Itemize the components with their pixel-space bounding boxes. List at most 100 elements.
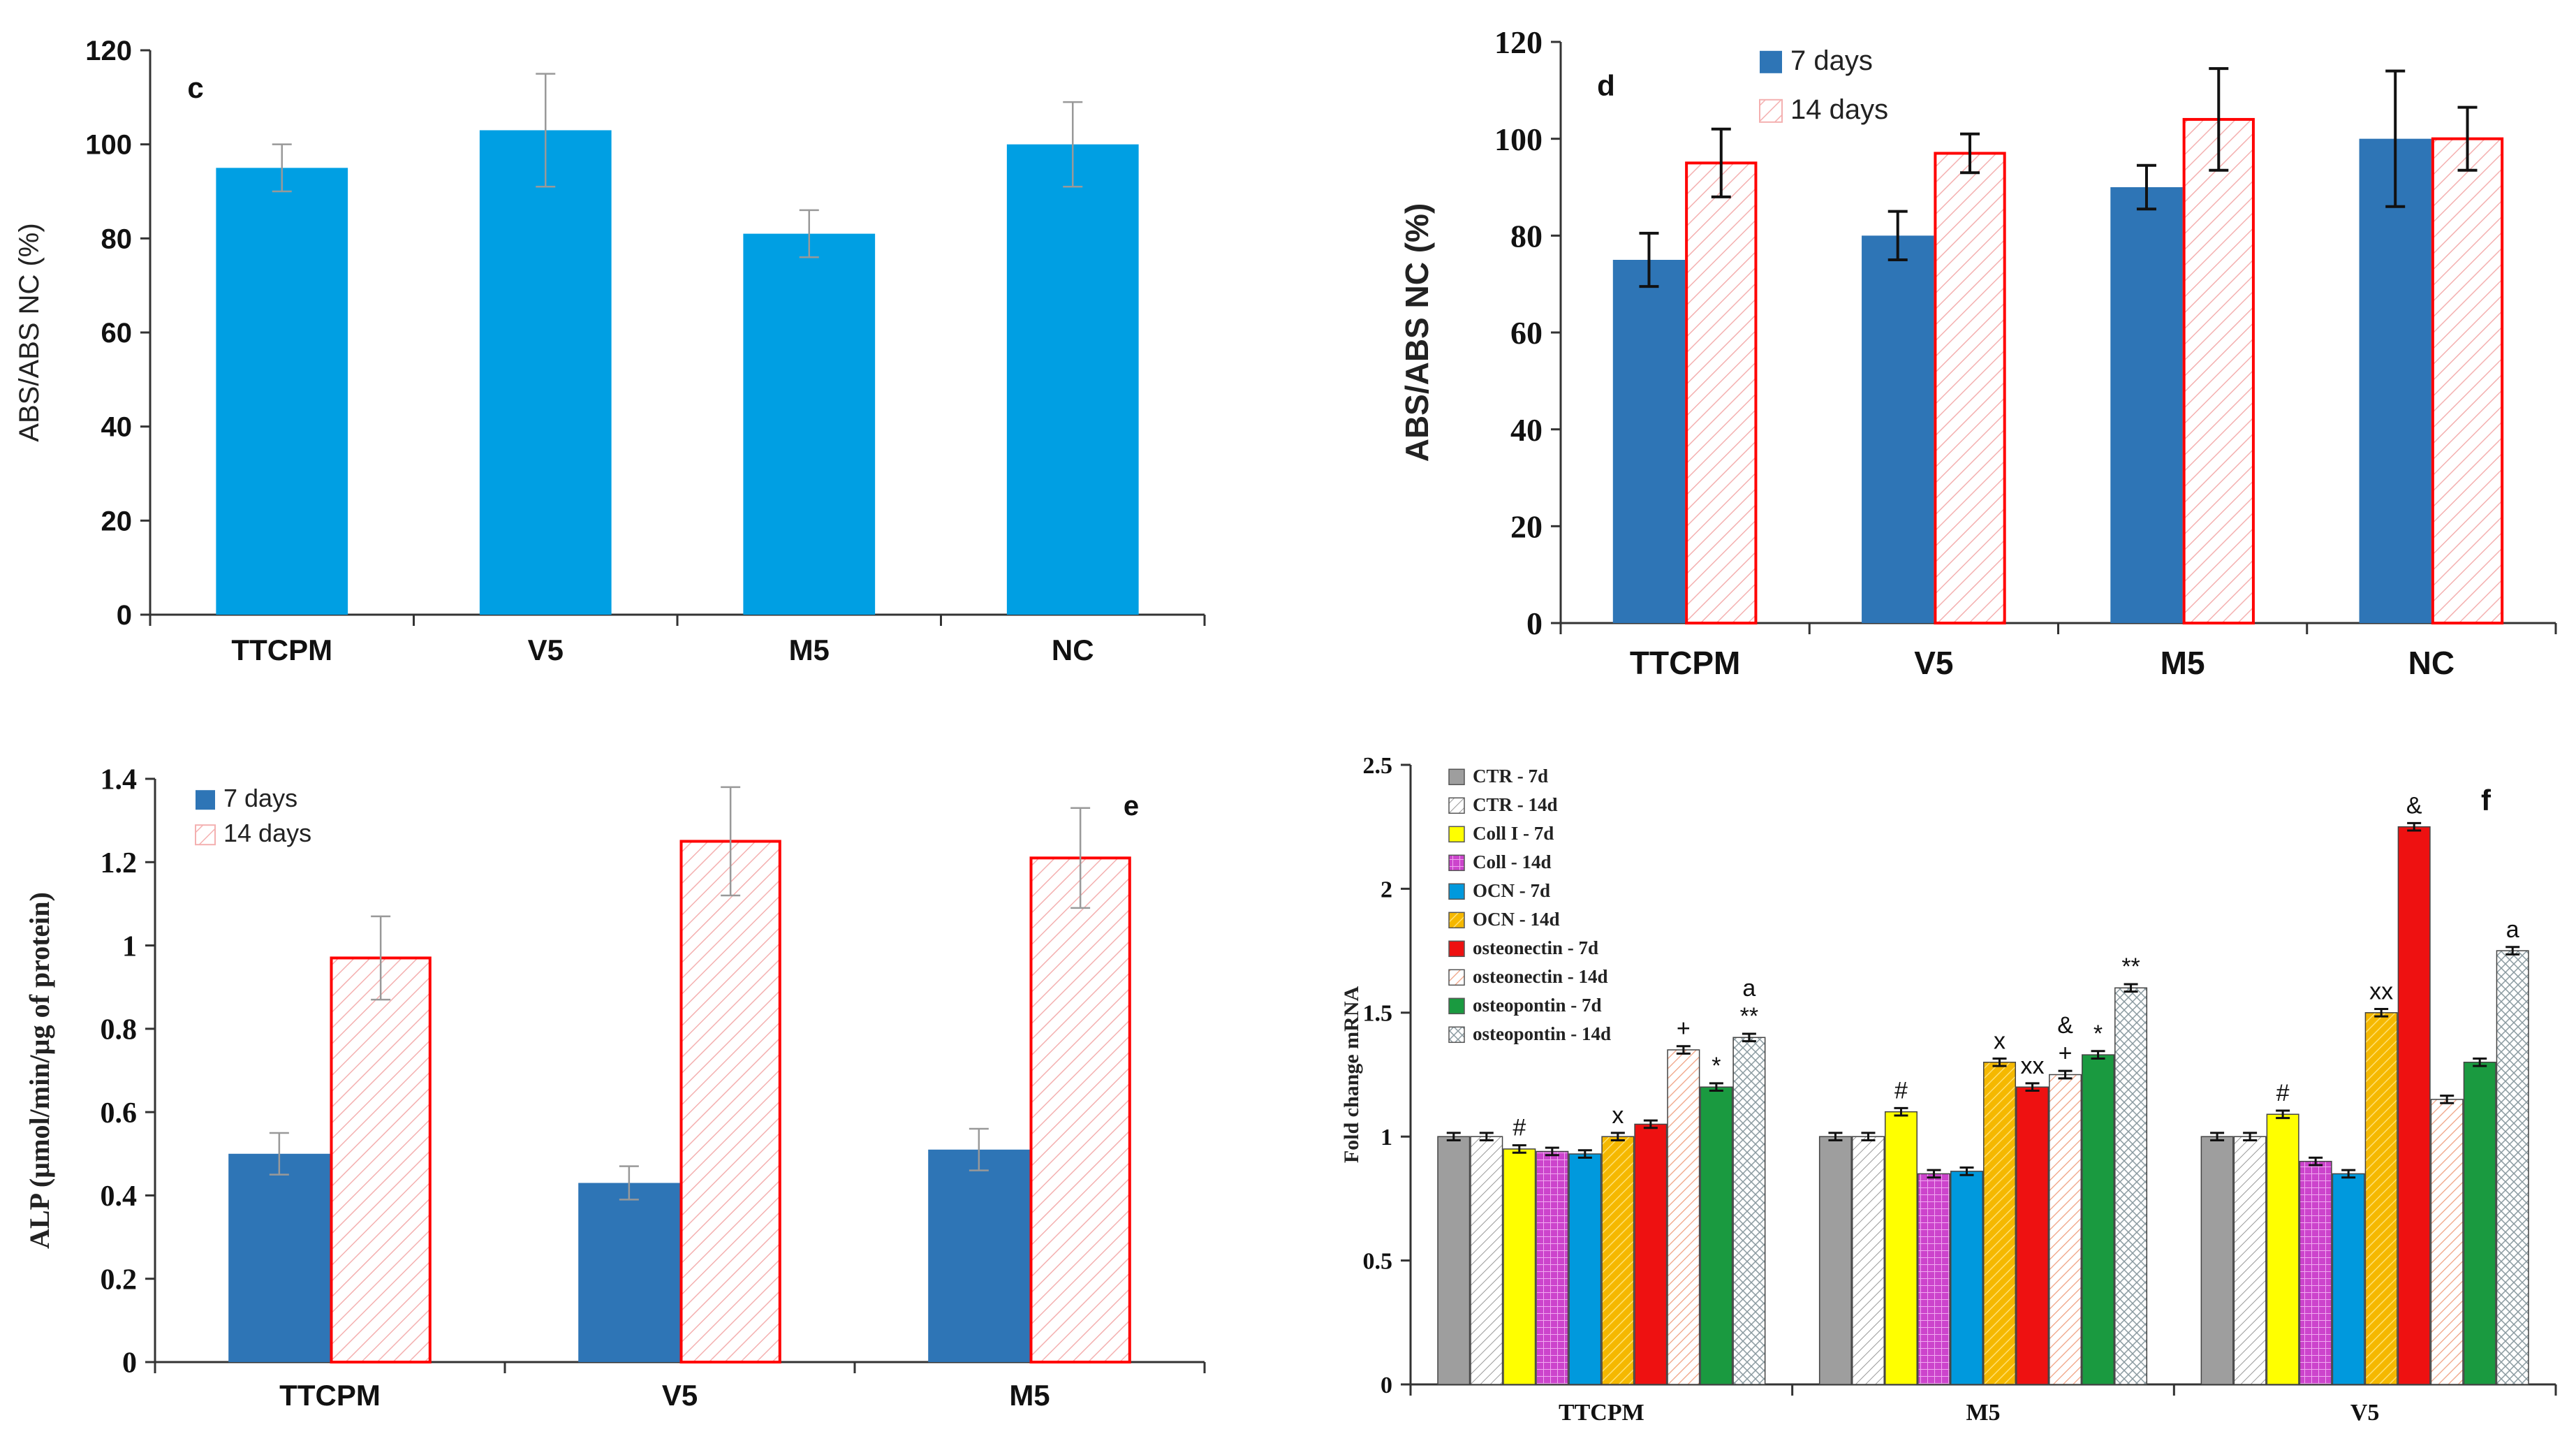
- x-category-label: M5: [1009, 1379, 1050, 1412]
- legend-label: OCN - 14d: [1473, 909, 1560, 930]
- y-tick-label: 0: [1381, 1373, 1392, 1398]
- bar: [1851, 1136, 1885, 1385]
- y-tick-label: 1: [122, 930, 137, 963]
- legend-swatch: [1448, 969, 1465, 986]
- bar: [2200, 1136, 2234, 1385]
- y-tick-label: 2: [1381, 877, 1392, 902]
- legend-swatch: [1760, 50, 1782, 73]
- significance-mark: *: [2093, 1021, 2103, 1047]
- legend-swatch: [1759, 98, 1783, 123]
- bar: [2463, 1062, 2496, 1385]
- x-category-label: TTCPM: [1559, 1400, 1644, 1426]
- bar: [2182, 117, 2255, 624]
- bar: [330, 956, 432, 1363]
- x-category-label: V5: [662, 1379, 698, 1412]
- bar: [2299, 1160, 2332, 1385]
- bar: [578, 1183, 680, 1362]
- bar: [2049, 1074, 2082, 1385]
- y-tick-label: 0: [1526, 606, 1543, 641]
- bar: [1568, 1153, 1602, 1385]
- bar: [679, 840, 781, 1363]
- bar: [1029, 856, 1131, 1363]
- significance-mark: a: [1742, 975, 1756, 1002]
- legend-label: osteopontin - 14d: [1473, 1023, 1611, 1044]
- y-tick-label: 120: [85, 36, 132, 66]
- significance-mark: #: [1513, 1115, 1526, 1141]
- significance-mark: x: [1994, 1027, 2005, 1054]
- bar: [479, 130, 612, 615]
- significance-mark: &: [2057, 1012, 2073, 1039]
- y-tick-label: 40: [1510, 412, 1543, 448]
- legend-swatch: [1448, 1026, 1465, 1044]
- bar: [1884, 1111, 1918, 1385]
- bar: [1437, 1136, 1471, 1385]
- y-tick-label: 1: [1381, 1125, 1392, 1150]
- legend-label: Coll - 14d: [1473, 851, 1552, 872]
- y-tick-label: 40: [101, 412, 133, 443]
- y-tick-label: 80: [101, 224, 133, 254]
- legend-swatch: [1448, 797, 1465, 814]
- y-tick-label: 0.8: [101, 1014, 138, 1046]
- legend-label: 7 days: [223, 784, 297, 812]
- bar: [743, 233, 876, 615]
- bar: [2016, 1086, 2049, 1385]
- y-tick-label: 0.2: [101, 1264, 138, 1296]
- panel-label: d: [1597, 69, 1615, 102]
- legend-swatch: [1448, 768, 1465, 786]
- bar: [2233, 1136, 2267, 1385]
- bar: [1818, 1136, 1852, 1385]
- significance-mark: xx: [2369, 978, 2393, 1004]
- y-axis-label: Fold change mRNA: [1340, 986, 1363, 1164]
- significance-mark: **: [2121, 953, 2140, 980]
- significance-mark: #: [1894, 1077, 1908, 1104]
- bar: [1934, 152, 2006, 624]
- x-category-label: M5: [2161, 645, 2205, 681]
- legend-label: CTR - 14d: [1473, 794, 1558, 815]
- significance-mark: x: [1612, 1102, 1624, 1129]
- legend-label: 14 days: [223, 819, 311, 847]
- y-tick-label: 20: [1510, 509, 1543, 544]
- significance-mark: &: [2406, 792, 2422, 819]
- legend-label: OCN - 7d: [1473, 880, 1550, 901]
- bar: [1634, 1123, 1668, 1385]
- y-tick-label: 20: [101, 506, 133, 536]
- significance-mark: **: [1740, 1003, 1758, 1030]
- chart-e: 0 0.2 0.4 0.6 0.8 1 1.2 1.4 TTCPM V5 M5 ALP (µmol/m…: [24, 764, 1206, 1412]
- panel-label: c: [187, 71, 203, 104]
- legend-swatch: [1448, 854, 1465, 872]
- legend-swatch: [1448, 912, 1465, 929]
- bar: [2110, 187, 2183, 623]
- legend-swatch: [1448, 826, 1465, 843]
- significance-mark: +: [2059, 1040, 2073, 1067]
- significance-mark: xx: [2021, 1053, 2045, 1079]
- significance-mark: a: [2506, 916, 2519, 943]
- bar: [1983, 1062, 2017, 1385]
- y-tick-label: 100: [1494, 122, 1543, 157]
- bar: [2364, 1012, 2398, 1385]
- legend-swatch: [195, 824, 216, 846]
- bar: [1536, 1150, 1569, 1385]
- bar: [2431, 137, 2504, 624]
- y-tick-label: 120: [1494, 24, 1543, 60]
- y-tick-label: 2.5: [1363, 753, 1393, 779]
- bar: [1685, 161, 1758, 625]
- y-tick-label: 60: [1510, 315, 1543, 351]
- x-category-label: M5: [1966, 1400, 2000, 1426]
- panel-label: f: [2481, 784, 2492, 817]
- bar: [1667, 1049, 1700, 1385]
- y-tick-label: 1.5: [1363, 1001, 1393, 1027]
- bar: [1917, 1173, 1950, 1385]
- bar: [2430, 1099, 2464, 1385]
- legend-swatch: [1448, 940, 1465, 958]
- bar: [1612, 260, 1686, 623]
- legend-swatch: [1448, 883, 1465, 900]
- x-category-label: TTCPM: [231, 634, 332, 666]
- bar: [1700, 1086, 1733, 1385]
- bar: [1006, 144, 1139, 615]
- chart-f: 0 0.5 1 1.5 2 2.5 TTCPM M5 V5 Fold change mRNA # # #…: [1340, 753, 2557, 1426]
- legend-swatch: [196, 790, 215, 810]
- y-tick-label: 1.2: [101, 847, 138, 879]
- bar: [2266, 1113, 2299, 1385]
- y-tick-label: 0: [122, 1347, 137, 1380]
- y-tick-label: 0.4: [101, 1180, 138, 1213]
